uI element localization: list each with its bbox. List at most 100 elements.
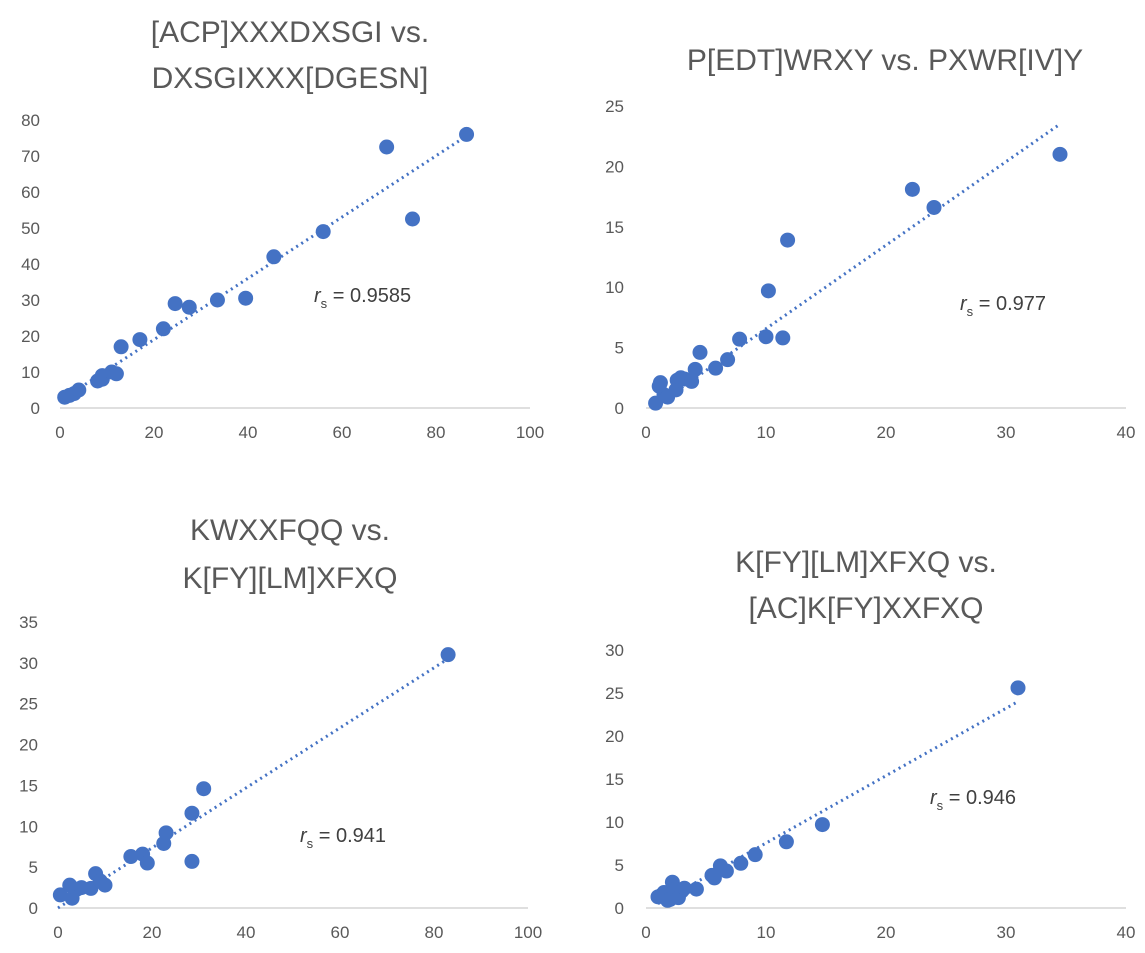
y-tick-label: 0 [615,399,624,418]
data-point [108,366,124,382]
x-tick-label: 20 [877,923,896,942]
x-tick-label: 100 [514,923,542,942]
data-point [733,855,749,871]
x-tick-label: 40 [1117,423,1136,442]
data-point [652,375,668,391]
y-tick-label: 15 [605,218,624,237]
y-tick-label: 0 [31,399,40,418]
data-point [706,870,722,886]
spearman-annotation: rs = 0.9585 [314,285,411,311]
data-point [315,224,331,240]
data-point [814,817,830,833]
y-tick-label: 30 [605,641,624,660]
y-tick-label: 60 [21,183,40,202]
data-point [238,290,254,306]
x-tick-label: 40 [239,423,258,442]
data-point [184,853,200,869]
y-tick-label: 50 [21,219,40,238]
data-point [732,331,748,347]
data-point [1010,680,1026,696]
spearman-annotation: rs = 0.946 [930,787,1016,813]
data-point [158,825,174,841]
chart-svg: K[FY][LM]XFXQ vs. [AC]K[FY]XXFXQ 0 10 20 30 40… [605,546,1136,942]
data-point [459,126,475,142]
y-tick-label: 0 [615,899,624,918]
y-tick-label: 10 [605,278,624,297]
y-tick-label: 5 [29,858,38,877]
chart-svg: P[EDT]WRXY vs. PXWR[IV]Y 0 10 20 30 40 0 5 10 15 2… [605,44,1136,442]
data-point [687,361,703,377]
y-tick-label: 25 [605,97,624,116]
chart-svg: [ACP]XXXDXSGI vs. DXSGIXXX[DGESN] 0 20 40 60 8… [21,16,544,442]
x-tick-label: 0 [55,423,64,442]
chart-title-line: P[EDT]WRXY vs. PXWR[IV]Y [687,44,1083,77]
chart-title-line: K[FY][LM]XFXQ vs. [735,546,997,579]
data-point [52,887,68,903]
x-tick-label: 60 [331,923,350,942]
chart-title-line: [ACP]XXXDXSGI vs. [151,16,429,49]
x-tick-label: 60 [333,423,352,442]
y-tick-label: 40 [21,255,40,274]
data-point [184,805,200,821]
data-point [97,877,113,893]
x-tick-label: 20 [877,423,896,442]
x-tick-label: 0 [53,923,62,942]
y-tick-label: 25 [19,695,38,714]
data-point [775,330,791,346]
chart-pedtwrxy-vs-pxwrivy: P[EDT]WRXY vs. PXWR[IV]Y 0 10 20 30 40 0 5 10 15 2… [580,0,1145,476]
y-tick-label: 15 [605,770,624,789]
y-tick-label: 10 [605,813,624,832]
data-point [926,199,942,215]
y-tick-label: 70 [21,147,40,166]
chart-acp-vs-dxsgi: [ACP]XXXDXSGI vs. DXSGIXXX[DGESN] 0 20 40 60 8… [0,0,572,476]
data-point [167,296,183,312]
data-point [684,373,700,389]
data-point [155,321,171,337]
trendline [59,133,470,403]
y-tick-label: 5 [615,856,624,875]
data-point [71,382,87,398]
x-tick-label: 0 [641,923,650,942]
data-point [778,834,794,850]
data-point [405,211,420,227]
data-point [760,283,776,299]
y-tick-label: 10 [21,363,40,382]
spearman-annotation: rs = 0.941 [300,825,386,851]
trendline [57,657,449,910]
chart-svg: KWXXFQQ vs. K[FY][LM]XFXQ 0 20 40 60 80 100 0 5 10… [19,514,542,942]
y-tick-label: 0 [29,899,38,918]
x-tick-label: 100 [516,423,544,442]
data-point [139,855,155,871]
y-tick-label: 20 [19,736,38,755]
data-point [113,339,129,355]
y-tick-label: 5 [615,339,624,358]
data-point [209,292,225,308]
y-tick-label: 30 [19,654,38,673]
y-tick-label: 30 [21,291,40,310]
data-point [692,344,708,360]
x-tick-label: 40 [237,923,256,942]
y-tick-label: 15 [19,776,38,795]
data-point [123,849,139,865]
trendline [651,122,1061,410]
x-tick-label: 80 [425,923,444,942]
data-point [708,360,724,376]
data-point [132,332,148,348]
chart-title-line: KWXXFQQ vs. [190,514,390,547]
x-tick-label: 30 [997,923,1016,942]
data-point [676,880,692,896]
data-point [181,299,197,315]
x-tick-label: 10 [757,423,776,442]
x-tick-label: 30 [997,423,1016,442]
chart-kfylmxfxq-vs-ackfyxxfxq: K[FY][LM]XFXQ vs. [AC]K[FY]XXFXQ 0 10 20 30 40… [580,476,1145,953]
x-tick-label: 40 [1117,923,1136,942]
spearman-annotation: rs = 0.977 [960,293,1046,319]
y-tick-label: 10 [19,817,38,836]
data-point [780,232,796,248]
x-tick-label: 80 [427,423,446,442]
data-point [266,249,282,265]
data-point [758,329,774,345]
chart-kwxxfqq-vs-kfylmxfxq: KWXXFQQ vs. K[FY][LM]XFXQ 0 20 40 60 80 100 0 5 10… [0,476,572,953]
y-tick-label: 25 [605,684,624,703]
data-point [718,863,734,879]
